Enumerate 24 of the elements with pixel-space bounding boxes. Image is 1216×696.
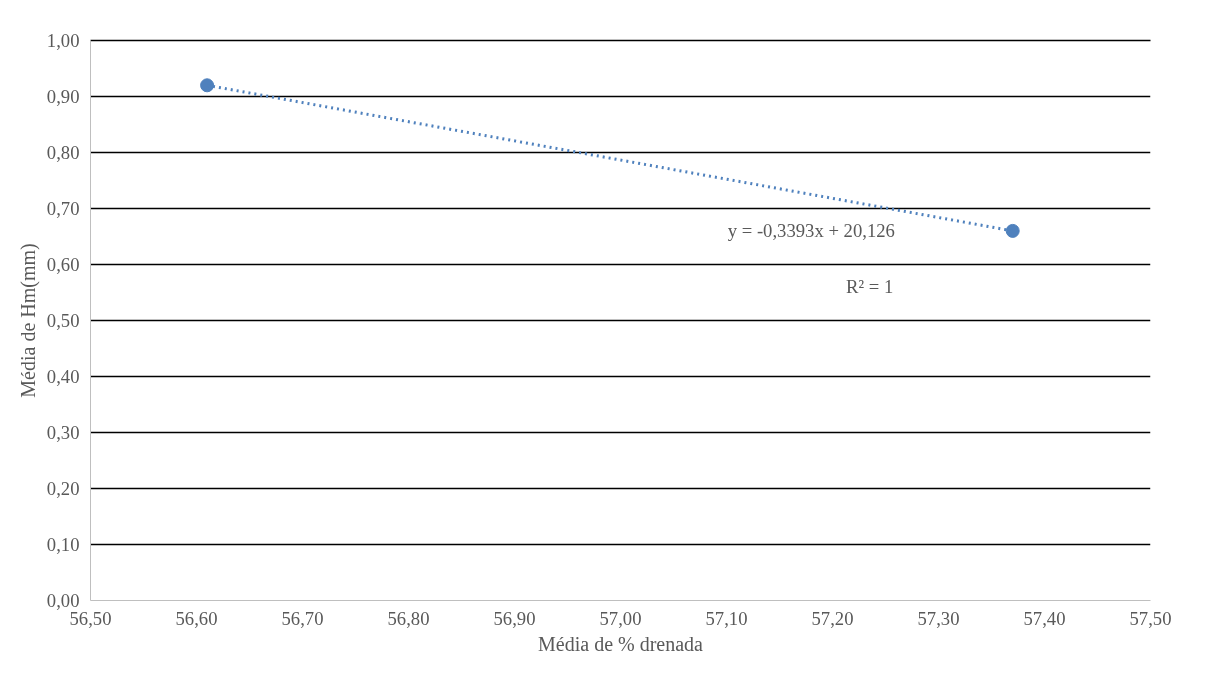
y-tick-label: 0,10 bbox=[46, 534, 80, 555]
x-tick-label: 56,70 bbox=[281, 607, 324, 629]
x-tick-label: 56,80 bbox=[387, 607, 430, 629]
y-tick-label: 0,50 bbox=[46, 310, 80, 331]
annotation: R² = 1 bbox=[845, 276, 894, 298]
x-tick-label: 57,40 bbox=[1023, 607, 1066, 629]
y-tick-label: 0,40 bbox=[46, 366, 80, 387]
y-tick-label: 0,30 bbox=[46, 422, 80, 443]
x-tick-label: 57,10 bbox=[705, 607, 748, 629]
x-tick-label: 56,60 bbox=[175, 607, 218, 629]
y-tick-label: 0,90 bbox=[46, 86, 80, 107]
annotation: y = -0,3393x + 20,126 bbox=[727, 220, 895, 242]
x-tick-label: 57,50 bbox=[1129, 607, 1172, 629]
x-axis-title: Média de % drenada bbox=[538, 632, 704, 655]
x-tick-label: 57,00 bbox=[599, 607, 642, 629]
y-tick-label: 0,60 bbox=[46, 254, 80, 275]
y-tick-label: 0,20 bbox=[46, 478, 80, 499]
y-tick-label: 0,70 bbox=[46, 198, 80, 219]
x-tick-label: 56,90 bbox=[493, 607, 536, 629]
x-tick-label: 57,30 bbox=[917, 607, 960, 629]
x-tick-label: 57,20 bbox=[811, 607, 854, 629]
y-tick-label: 0,80 bbox=[46, 142, 80, 163]
y-tick-label: 1,00 bbox=[46, 30, 80, 51]
y-axis-title: Média de Hm(mm) bbox=[16, 243, 40, 398]
